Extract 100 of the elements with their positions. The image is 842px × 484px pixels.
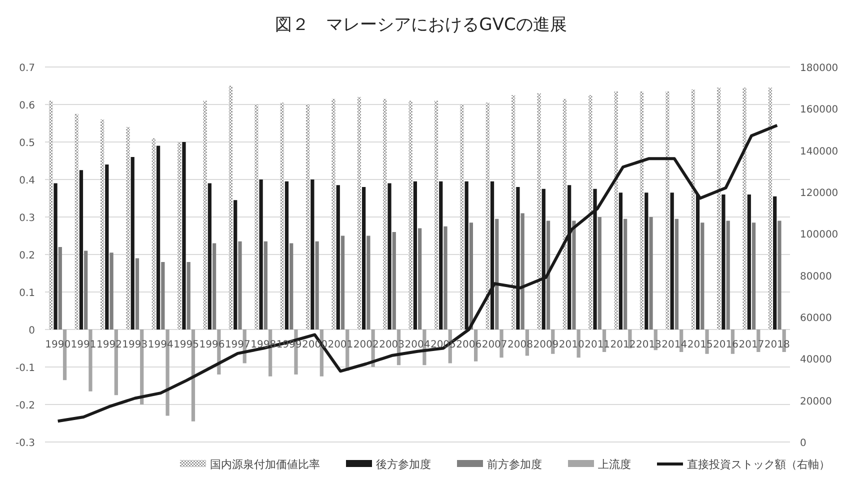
bar — [722, 194, 726, 330]
bar — [598, 217, 602, 330]
bar — [469, 222, 474, 330]
x-tick-label: 2007 — [482, 340, 508, 350]
x-tick-label: 2001 — [328, 340, 354, 350]
y-tick-label: 0.2 — [19, 250, 35, 262]
y-tick-label: 0.5 — [19, 138, 35, 149]
bar — [340, 236, 345, 330]
bar — [383, 98, 387, 330]
bar — [700, 222, 704, 330]
bar — [228, 86, 233, 330]
bar — [208, 183, 212, 330]
bar — [156, 146, 160, 330]
x-tick-label: 2010 — [558, 340, 584, 350]
bar — [79, 170, 84, 330]
bar — [512, 95, 516, 330]
bar — [366, 236, 370, 330]
bar — [152, 138, 156, 330]
x-tick-label: 1996 — [199, 340, 225, 350]
bar — [254, 104, 258, 330]
bar — [74, 114, 78, 330]
legend-label: 上流度 — [598, 458, 631, 471]
bar — [54, 183, 58, 330]
bar — [486, 102, 490, 330]
bar — [460, 104, 464, 330]
x-tick-label: 2003 — [379, 340, 405, 350]
x-tick-label: 2008 — [508, 340, 533, 350]
bar — [280, 102, 284, 330]
y2-tick-label: 20000 — [800, 396, 832, 408]
chart-title: 図２ マレーシアにおけるGVCの進展 — [275, 15, 567, 35]
y2-tick-label: 80000 — [800, 271, 832, 282]
bar — [439, 181, 443, 330]
y2-tick-label: 140000 — [800, 146, 838, 158]
bar — [84, 250, 88, 330]
bar — [444, 226, 448, 330]
bar — [315, 241, 319, 330]
y2-tick-label: 40000 — [800, 354, 832, 366]
bar — [49, 100, 53, 330]
x-tick-label: 1992 — [96, 340, 122, 350]
x-tick-label: 2014 — [662, 340, 688, 350]
bar — [418, 228, 422, 330]
bar — [670, 192, 674, 330]
y2-tick-label: 160000 — [800, 104, 838, 116]
bar — [618, 192, 623, 330]
x-tick-label: 2006 — [456, 340, 482, 350]
x-tick-label: 2012 — [610, 340, 636, 350]
bar — [546, 220, 550, 330]
bar — [742, 88, 746, 330]
bar — [357, 97, 361, 330]
bar — [537, 93, 541, 330]
bar — [773, 196, 777, 330]
x-tick-label: 2004 — [404, 340, 430, 350]
bar — [520, 213, 524, 330]
legend-label: 直接投資ストック額（右軸） — [687, 458, 830, 471]
y2-tick-label: 100000 — [800, 230, 838, 241]
bar — [778, 220, 782, 330]
bar — [572, 220, 576, 330]
bar — [284, 181, 289, 330]
bar — [490, 181, 494, 330]
x-tick-label: 2015 — [687, 340, 713, 350]
bar — [768, 88, 772, 330]
bar — [135, 258, 140, 330]
x-tick-label: 1994 — [148, 340, 174, 350]
x-tick-label: 2018 — [764, 340, 790, 350]
legend-label: 国内源泉付加価値比率 — [210, 458, 320, 471]
bar — [413, 181, 417, 330]
x-tick-label: 1993 — [122, 340, 148, 350]
y-tick-label: 0.6 — [19, 100, 35, 112]
x-tick-label: 1991 — [70, 340, 96, 350]
bar — [388, 183, 392, 330]
x-tick-label: 2013 — [636, 340, 662, 350]
x-tick-label: 1999 — [276, 340, 302, 350]
bar — [130, 157, 134, 330]
y-tick-label: -0.1 — [15, 363, 35, 374]
x-tick-label: 1997 — [224, 340, 250, 350]
bar — [306, 104, 310, 330]
bar — [234, 200, 238, 330]
x-tick-label: 1990 — [45, 340, 71, 350]
bar — [100, 120, 104, 330]
bar — [464, 181, 468, 330]
bar — [392, 232, 396, 330]
y2-tick-label: 120000 — [800, 188, 838, 199]
bar — [649, 217, 653, 330]
bar — [434, 100, 438, 330]
bar — [640, 91, 644, 330]
legend-label: 後方参加度 — [376, 458, 431, 471]
bar — [747, 194, 751, 330]
bar — [614, 91, 618, 330]
bar — [238, 241, 242, 330]
bar — [161, 262, 165, 330]
bar — [290, 243, 294, 330]
bar — [542, 188, 546, 330]
bar — [105, 164, 109, 330]
bar — [203, 100, 207, 330]
legend-label: 前方参加度 — [487, 458, 542, 471]
bar — [336, 185, 340, 330]
x-tick-label: 2009 — [533, 340, 559, 350]
bar — [691, 90, 695, 330]
bar — [110, 252, 114, 330]
bar — [726, 220, 730, 330]
